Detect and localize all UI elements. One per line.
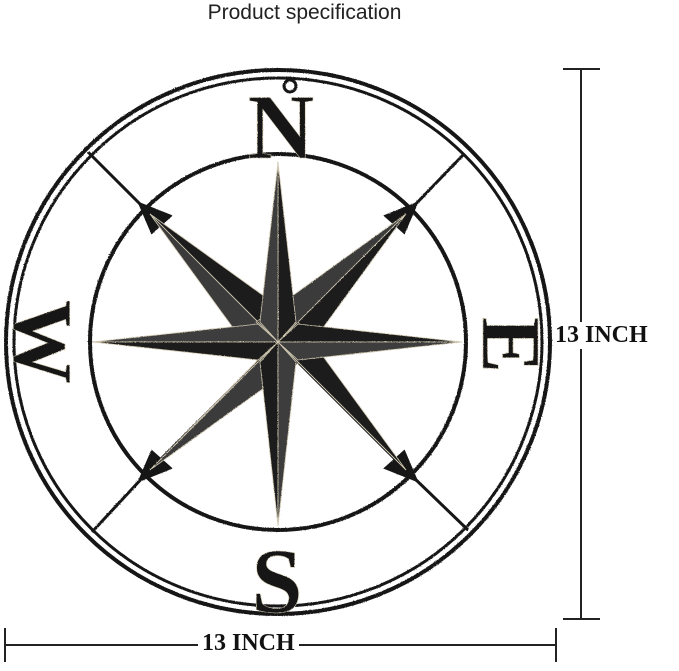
outer-ring (4, 68, 552, 616)
width-label: 13 INCH (198, 630, 299, 657)
north-letter: N (248, 76, 314, 178)
outer-ring-inner (12, 76, 544, 608)
compass-star (91, 161, 463, 527)
ring-spokes (86, 150, 470, 534)
west-letter: W (0, 300, 89, 384)
south-letter: S (251, 530, 302, 632)
height-label: 13 INCH (553, 322, 650, 349)
hanging-loop (282, 78, 298, 94)
inner-ring (88, 152, 468, 532)
east-letter: E (464, 317, 557, 373)
page-title: Product specification (207, 1, 402, 24)
